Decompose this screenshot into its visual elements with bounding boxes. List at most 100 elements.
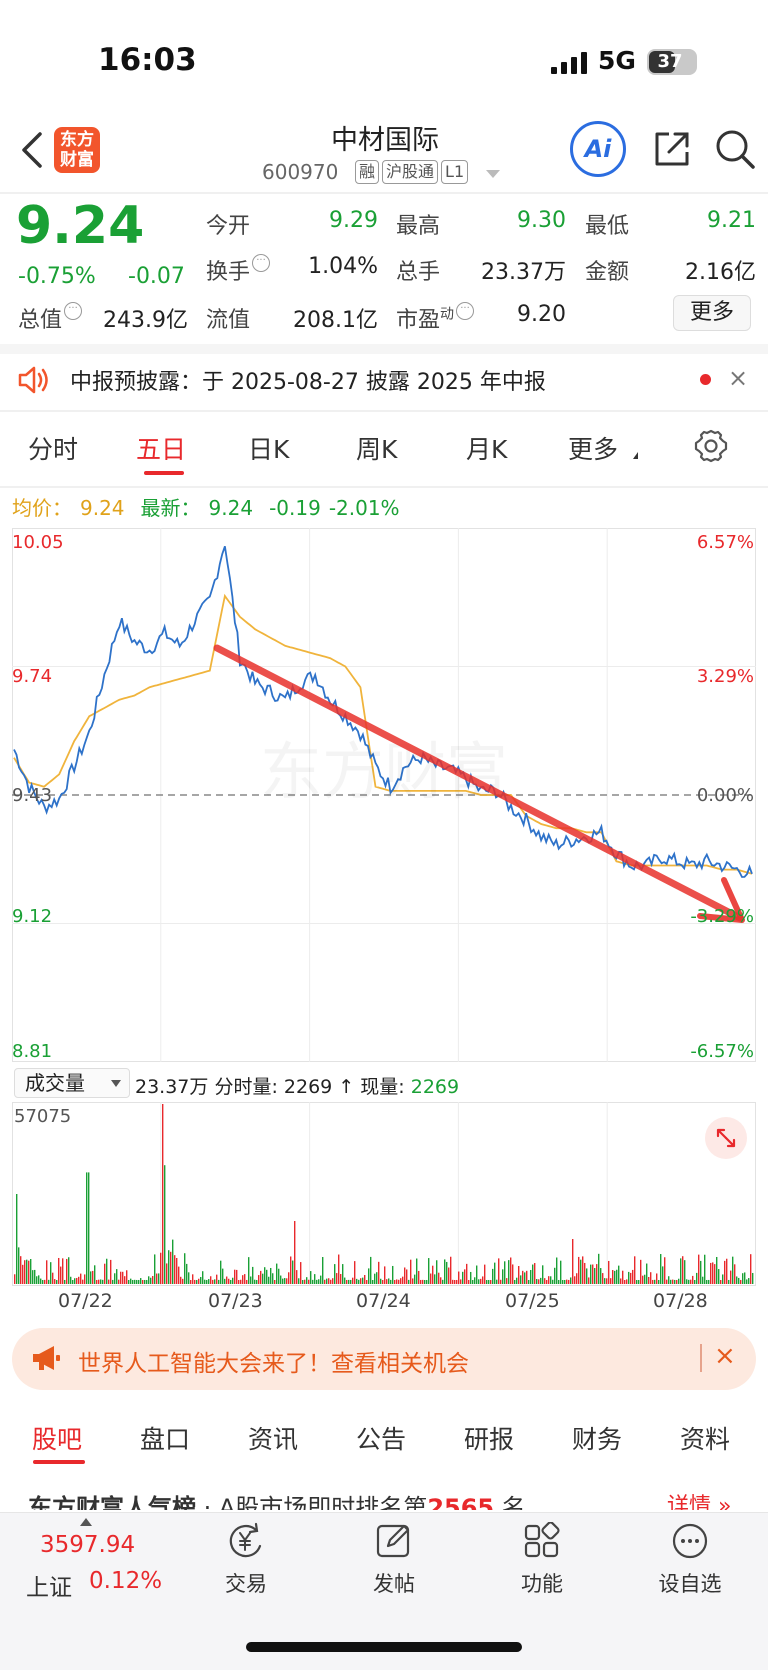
tab-five-day[interactable]: 五日 bbox=[136, 435, 187, 464]
volume-bar bbox=[416, 1258, 418, 1284]
x-label-1: 07/23 bbox=[208, 1290, 263, 1312]
volume-bar bbox=[388, 1278, 390, 1284]
nav-add-watchlist[interactable]: 设自选 bbox=[650, 1522, 730, 1598]
notice-close-icon[interactable]: × bbox=[728, 364, 749, 392]
volume-bar bbox=[628, 1271, 630, 1284]
tab-intraday[interactable]: 分时 bbox=[28, 435, 79, 464]
volume-bar bbox=[560, 1260, 562, 1284]
tab-forum[interactable]: 股吧 bbox=[32, 1425, 83, 1454]
volume-bar bbox=[626, 1279, 628, 1284]
pe-label[interactable]: 市盈动 ··· bbox=[396, 302, 475, 334]
volume-bar bbox=[714, 1264, 716, 1284]
search-icon[interactable] bbox=[714, 128, 756, 170]
promo-banner[interactable] bbox=[12, 1328, 756, 1390]
stock-code: 600970 bbox=[262, 160, 339, 184]
stock-tags[interactable]: 融沪股通 L1 bbox=[352, 160, 469, 184]
banner-close-icon[interactable]: × bbox=[714, 1341, 736, 1371]
banner-text[interactable]: 世界人工智能大会来了！查看相关机会 bbox=[78, 1351, 469, 1377]
index-name[interactable]: 上证 bbox=[26, 1575, 72, 1601]
volume-bar bbox=[586, 1268, 588, 1284]
volume-bar bbox=[22, 1264, 24, 1284]
volume-bar bbox=[576, 1273, 578, 1284]
ranking-details-link[interactable]: 详情 » bbox=[667, 1494, 732, 1510]
open-value: 9.29 bbox=[329, 208, 378, 233]
volume-bar bbox=[98, 1279, 100, 1284]
volume-bar bbox=[286, 1278, 288, 1284]
volume-bar bbox=[358, 1279, 360, 1284]
market-cap-label-text: 总值 bbox=[18, 308, 63, 333]
tab-more[interactable]: 更多 bbox=[568, 435, 619, 464]
tag-level: L1 bbox=[441, 160, 469, 184]
more-quote-button[interactable]: 更多 bbox=[673, 295, 751, 331]
volume-bar bbox=[20, 1256, 22, 1284]
volume-bar bbox=[704, 1254, 706, 1284]
volume-bar bbox=[466, 1263, 468, 1284]
volume-bar bbox=[452, 1279, 454, 1284]
yen-icon bbox=[229, 1522, 262, 1558]
volume-bar bbox=[398, 1279, 400, 1284]
expand-icon[interactable] bbox=[705, 1117, 747, 1159]
volume-bar bbox=[190, 1279, 192, 1284]
volume-bar bbox=[660, 1254, 662, 1284]
volume-bar bbox=[214, 1279, 216, 1284]
tab-research[interactable]: 研报 bbox=[464, 1425, 515, 1454]
volume-bar bbox=[650, 1272, 652, 1284]
tags-dropdown-icon[interactable] bbox=[486, 170, 500, 178]
ai-assistant-icon[interactable]: Ai bbox=[570, 121, 626, 177]
volume-bar bbox=[260, 1270, 262, 1284]
info-icon[interactable]: ··· bbox=[456, 302, 475, 320]
index-value[interactable]: 3597.94 bbox=[40, 1532, 136, 1558]
tab-profile[interactable]: 资料 bbox=[680, 1425, 731, 1454]
volume-bar bbox=[294, 1221, 296, 1284]
volume-bar bbox=[274, 1279, 276, 1284]
tag-margin: 融 bbox=[355, 160, 380, 184]
volume-bar bbox=[54, 1279, 56, 1284]
volume-bar bbox=[220, 1260, 222, 1284]
tab-monthly-k[interactable]: 月K bbox=[466, 435, 508, 464]
trend-annotation bbox=[213, 644, 745, 923]
tab-weekly-k[interactable]: 周K bbox=[356, 435, 398, 464]
volume-bar bbox=[152, 1275, 154, 1284]
volume-chart[interactable] bbox=[12, 1102, 756, 1286]
volume-bar bbox=[364, 1275, 366, 1284]
volume-bar bbox=[304, 1279, 306, 1284]
volume-bar bbox=[572, 1239, 574, 1284]
indicator-select[interactable]: 成交量 bbox=[14, 1068, 130, 1098]
gear-icon[interactable] bbox=[693, 428, 729, 464]
nav-trade[interactable]: 交易 bbox=[206, 1522, 286, 1598]
volume-bar bbox=[194, 1279, 196, 1284]
info-icon[interactable]: ··· bbox=[64, 302, 83, 320]
popularity-ranking[interactable]: 东方财富人气榜 · A股市场即时排名第2565 名 bbox=[28, 1488, 526, 1510]
volume-bar bbox=[310, 1271, 312, 1284]
y-tick-left-0: 10.05 bbox=[12, 532, 64, 553]
tab-daily-k[interactable]: 日K bbox=[248, 435, 290, 464]
notice-text[interactable]: 中报预披露：于 2025-08-27 披露 2025 年中报 bbox=[70, 370, 546, 395]
volume-bar bbox=[40, 1278, 42, 1284]
volume-bar bbox=[72, 1279, 74, 1284]
market-cap-label[interactable]: 总值 ··· bbox=[18, 302, 83, 334]
index-change-percent[interactable]: 0.12% bbox=[89, 1568, 163, 1594]
volume-bar bbox=[666, 1279, 668, 1284]
turnover-label[interactable]: 换手 ··· bbox=[206, 254, 271, 286]
nav-functions[interactable]: 功能 bbox=[502, 1522, 582, 1598]
tab-announcements[interactable]: 公告 bbox=[356, 1425, 407, 1454]
back-arrow-icon[interactable] bbox=[16, 130, 48, 170]
volume-bar bbox=[618, 1265, 620, 1284]
tab-news[interactable]: 资讯 bbox=[248, 1425, 299, 1454]
volume-bar bbox=[522, 1270, 524, 1284]
volume-bar bbox=[272, 1273, 274, 1284]
tab-order-book[interactable]: 盘口 bbox=[140, 1425, 191, 1454]
volume-bar bbox=[664, 1257, 666, 1284]
volume-bar bbox=[56, 1279, 58, 1284]
volume-bar bbox=[104, 1263, 106, 1284]
info-icon[interactable]: ··· bbox=[252, 254, 271, 272]
volume-bar bbox=[126, 1270, 128, 1284]
price-chart[interactable]: 东方财富 bbox=[12, 528, 756, 1062]
share-icon[interactable] bbox=[651, 128, 693, 170]
tab-financials[interactable]: 财务 bbox=[572, 1425, 623, 1454]
volume-bar bbox=[230, 1279, 232, 1284]
volume-bar bbox=[708, 1279, 710, 1284]
volume-bar bbox=[386, 1279, 388, 1284]
nav-post[interactable]: 发帖 bbox=[354, 1522, 434, 1598]
turnover-label-text: 换手 bbox=[206, 260, 251, 285]
